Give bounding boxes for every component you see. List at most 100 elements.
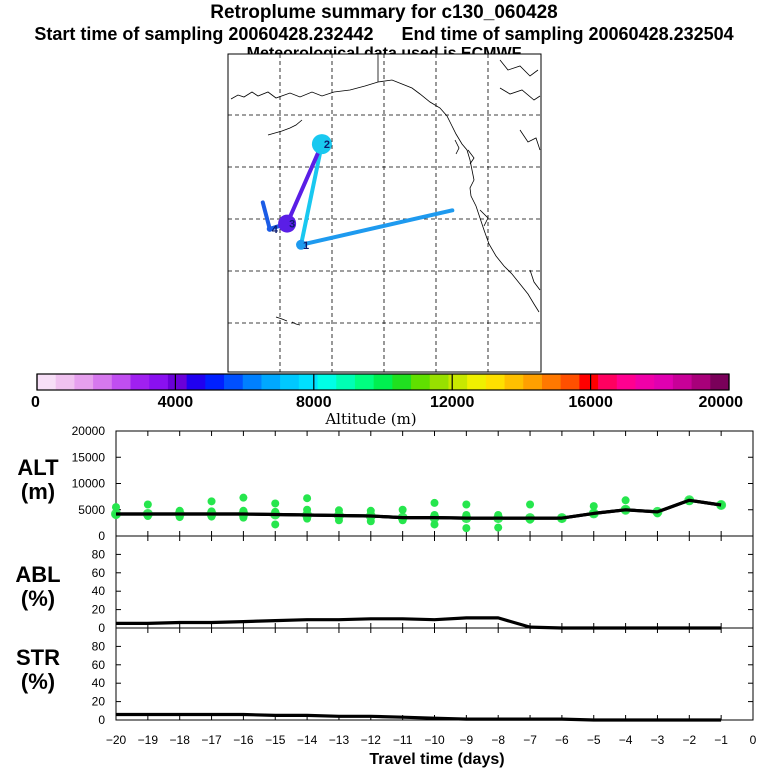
colorbar-tick-label: 4000 [158,394,194,411]
panel-ylabel: (%) [21,669,55,694]
colorbar-swatch [672,374,693,390]
panel-ylabel: (%) [21,586,55,611]
y-tick-label: 20 [92,695,106,709]
colorbar-swatch [579,374,599,390]
scatter-point [398,505,407,514]
scatter-point [526,500,535,509]
scatter-point [271,499,280,508]
panel-alt: 0 5000 10000 15000 20000 ALT(m) [17,424,754,543]
trajectory-segment [285,142,324,226]
colorbar-swatch [429,374,449,390]
x-tick-label: −18 [170,733,191,747]
y-tick-label: 60 [92,566,106,580]
altitude-colorbar: 0 4000 8000 12000 16000 20000 Altitude (m) [31,373,744,428]
x-tick-label: −8 [491,733,505,747]
colorbar-swatch [448,374,468,390]
colorbar-swatch [74,374,94,390]
x-tick-label: 0 [750,733,757,747]
panel-frame [115,535,754,629]
y-tick-label: 40 [92,676,106,690]
colorbar-swatch [167,374,188,390]
colorbar-tick-label: 16000 [568,394,613,411]
x-tick-label: −7 [523,733,537,747]
scatter-point [207,497,216,506]
scatter-point [462,524,471,533]
scatter-point [303,494,312,503]
colorbar-swatch [224,374,244,390]
trajectory-label: 4 [272,224,279,236]
panel-ylabel: (m) [21,479,55,504]
sampling-times: Start time of sampling 20060428.232442 En… [0,24,768,45]
x-tick-label: −6 [555,733,569,747]
x-axis-label: Travel time (days) [369,751,504,768]
x-tick-label: −3 [651,733,665,747]
colorbar-swatch [336,374,356,390]
series-line [116,616,722,630]
scatter-point [494,523,503,532]
colorbar-swatch [710,374,730,390]
colorbar-swatch [55,374,75,390]
colorbar-swatch [541,374,562,390]
series-line [116,712,722,722]
trajectory-map: 1 2 34 [227,53,542,373]
colorbar-tick-label: 8000 [296,394,332,411]
y-tick-label: 0 [98,713,105,727]
map-graticule [228,54,541,372]
x-tick-label: −2 [682,733,696,747]
y-tick-label: 60 [92,658,106,672]
start-time: Start time of sampling 20060428.232442 [34,24,374,44]
x-tick-label: −15 [265,733,286,747]
x-tick-label: −9 [460,733,474,747]
colorbar-swatch [111,374,132,390]
x-tick-label: −20 [106,733,127,747]
panel-ylabel: ALT [17,455,59,480]
chart-title: Retroplume summary for c130_060428 [210,2,558,23]
x-tick-label: −10 [424,733,445,747]
x-tick-label: −14 [297,733,318,747]
series-line-overlay [116,498,722,520]
x-tick-label: −4 [619,733,633,747]
colorbar-swatch [411,374,431,390]
y-tick-label: 80 [92,639,106,653]
end-time: End time of sampling 20060428.232504 [401,24,734,44]
colorbar-swatch [523,374,543,390]
scatter-point [143,500,152,509]
colorbar-swatch [373,374,393,390]
x-tick-label: −17 [201,733,222,747]
scatter-point [239,493,248,502]
time-series-panels: 05000100001500020000ALT(m)020406080ABL(%… [15,424,756,768]
scatter-point [112,503,120,512]
y-tick-label: 0 [98,529,105,543]
colorbar-swatch [93,374,113,390]
colorbar-swatch [298,374,319,390]
y-tick-label: 0 [98,621,105,635]
y-tick-label: 20 [92,603,106,617]
scatter-point [621,496,630,505]
colorbar-swatch [467,374,487,390]
x-tick-label: −16 [233,733,254,747]
x-tick-label: −1 [714,733,728,747]
y-tick-label: 15000 [72,450,106,464]
colorbar-swatch [261,374,281,390]
scatter-point [462,500,471,509]
x-tick-label: −19 [138,733,159,747]
colorbar-tick-label: 20000 [699,394,744,411]
scatter-point [430,498,439,507]
colorbar-swatch [635,374,655,390]
colorbar-swatch [37,374,57,390]
colorbar-swatch [149,374,169,390]
colorbar-swatch [616,374,636,390]
y-tick-label: 20000 [72,424,106,438]
scatter-point [589,502,598,511]
colorbar-swatch [186,374,206,390]
scatter-point [271,520,280,529]
trajectory-point [311,134,332,155]
map-frame [227,53,542,373]
colorbar-swatch [504,374,524,390]
trajectory-point [296,239,307,250]
y-tick-label: 10000 [72,477,106,491]
colorbar-swatch [485,374,506,390]
colorbar-tick-label: 12000 [430,394,475,411]
colorbar-tick-label: 0 [31,394,40,411]
